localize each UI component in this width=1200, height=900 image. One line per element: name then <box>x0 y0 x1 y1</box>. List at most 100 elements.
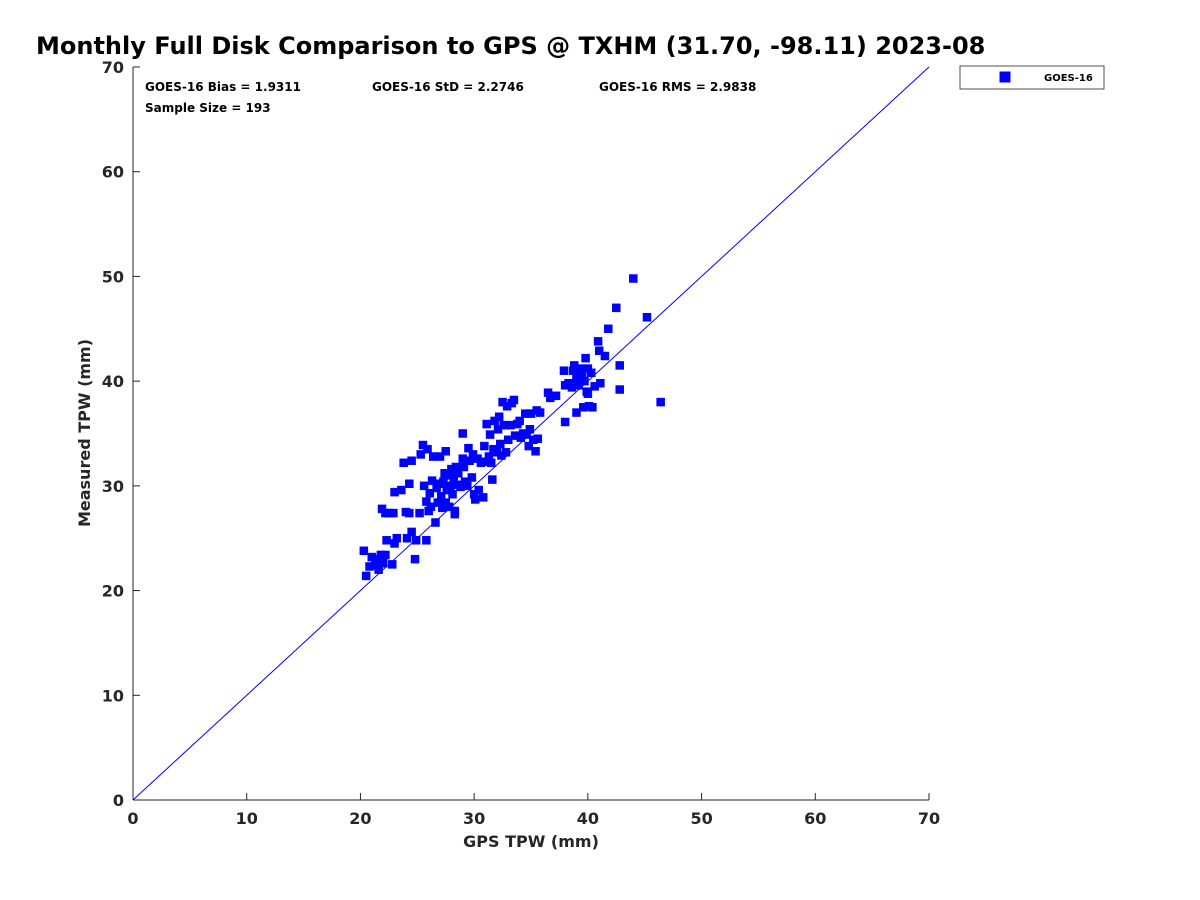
data-point <box>463 481 472 491</box>
chart-title: Monthly Full Disk Comparison to GPS @ TX… <box>36 32 985 60</box>
data-point <box>587 368 596 378</box>
x-tick-label: 0 <box>127 809 138 828</box>
x-axis-label: GPS TPW (mm) <box>463 832 599 851</box>
data-point <box>551 391 561 401</box>
data-point <box>407 456 416 465</box>
data-point <box>525 425 535 434</box>
data-point <box>399 458 408 468</box>
data-point <box>596 378 605 388</box>
legend-box <box>959 65 1105 90</box>
y-tick-label: 70 <box>102 58 124 77</box>
data-point <box>402 533 412 543</box>
data-point <box>410 554 420 564</box>
y-tick-label: 20 <box>102 582 124 601</box>
y-tick-label: 10 <box>102 686 124 705</box>
legend: GOES-16 <box>959 65 1105 90</box>
data-point <box>501 448 511 457</box>
stat-sample-size: Sample Size = 193 <box>145 101 271 115</box>
data-point <box>361 571 371 581</box>
data-point <box>612 303 621 313</box>
legend-label: GOES-16 <box>1044 73 1093 84</box>
y-axis-label: Measured TPW (mm) <box>75 339 94 527</box>
data-point <box>458 429 468 438</box>
data-point <box>397 485 406 495</box>
data-point <box>533 434 543 443</box>
data-point <box>600 351 610 361</box>
data-point <box>656 397 665 407</box>
y-tick-label: 50 <box>102 267 124 286</box>
data-point <box>593 337 603 346</box>
data-point <box>485 430 495 439</box>
data-point <box>467 473 477 482</box>
data-point <box>604 324 613 334</box>
data-point <box>583 389 593 398</box>
data-point <box>374 565 383 574</box>
data-point <box>407 527 416 537</box>
x-tick-label: 60 <box>804 809 826 828</box>
data-point <box>572 408 581 417</box>
data-point <box>588 403 597 412</box>
data-point <box>494 412 504 421</box>
y-tick-label: 40 <box>102 372 124 391</box>
data-point <box>388 560 397 569</box>
data-point <box>415 508 424 518</box>
data-point <box>581 353 590 363</box>
data-point <box>535 408 545 417</box>
data-point <box>441 447 450 456</box>
data-point <box>425 488 435 498</box>
x-tick-label: 40 <box>577 809 599 828</box>
data-point <box>389 508 398 518</box>
data-point <box>416 450 425 459</box>
data-point <box>478 493 488 502</box>
stat-bias: GOES-16 Bias = 1.9311 <box>145 80 301 94</box>
data-point <box>381 550 390 560</box>
data-point <box>474 485 483 495</box>
data-point <box>382 536 391 545</box>
data-point <box>431 518 440 527</box>
data-point <box>515 416 524 426</box>
stat-rms: GOES-16 RMS = 2.9838 <box>599 80 756 94</box>
x-tick-label: 20 <box>349 809 371 828</box>
data-point <box>471 495 480 504</box>
y-tick-label: 30 <box>102 477 124 496</box>
x-tick-label: 50 <box>690 809 712 828</box>
data-point <box>453 469 463 478</box>
data-point <box>560 417 570 427</box>
data-point <box>464 443 473 453</box>
data-point <box>509 395 519 405</box>
data-point <box>629 274 638 283</box>
data-point <box>450 509 460 519</box>
data-point <box>524 441 533 451</box>
y-tick-label: 0 <box>113 791 124 810</box>
x-tick-label: 30 <box>463 809 485 828</box>
data-point <box>422 497 431 506</box>
stat-std: GOES-16 StD = 2.2746 <box>372 80 524 94</box>
data-points <box>359 274 665 581</box>
data-point <box>615 361 624 370</box>
data-point <box>580 376 589 386</box>
data-point <box>594 346 604 356</box>
data-point <box>448 489 457 499</box>
data-point <box>482 419 491 429</box>
data-point <box>486 458 496 468</box>
data-point <box>423 444 432 454</box>
data-point <box>435 452 445 461</box>
data-point <box>419 481 429 491</box>
data-point <box>459 462 469 472</box>
data-point <box>559 366 569 375</box>
data-point <box>411 536 421 545</box>
legend-marker-square-icon <box>999 71 1011 83</box>
data-point <box>642 313 652 322</box>
data-point <box>496 439 505 449</box>
data-point <box>615 385 624 394</box>
data-point <box>436 492 446 501</box>
data-point <box>392 533 402 543</box>
data-point <box>405 508 414 518</box>
data-point <box>378 559 388 568</box>
x-tick-label: 10 <box>236 809 258 828</box>
data-point <box>575 364 585 373</box>
data-point <box>422 536 431 545</box>
data-point <box>488 475 497 484</box>
